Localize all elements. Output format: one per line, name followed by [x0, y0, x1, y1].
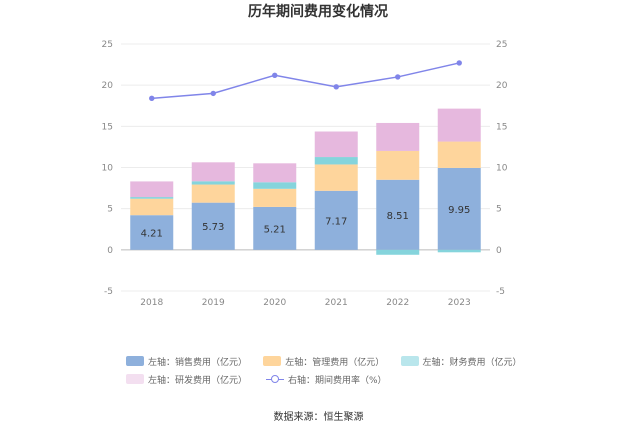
- bar-segment: [376, 249, 420, 255]
- legend-item-expense-ratio[interactable]: 右轴：期间费用率（%）: [266, 373, 406, 386]
- bar-segment: [253, 188, 297, 207]
- y-tick-label-right: 5: [496, 205, 502, 215]
- y-tick-label-right: 15: [496, 122, 507, 132]
- bar-segment: [130, 181, 174, 198]
- bar-segment: [191, 184, 235, 203]
- bar-data-label: 5.73: [202, 222, 224, 233]
- legend: 左轴：销售费用（亿元） 左轴：管理费用（亿元） 左轴：财务费用（亿元） 左轴：研…: [126, 352, 526, 388]
- y-tick-label-left: 5: [107, 205, 113, 215]
- y-tick-label-left: 25: [102, 40, 113, 50]
- bar-segment: [376, 150, 420, 180]
- bar-segment: [376, 122, 420, 151]
- line-point: [456, 60, 462, 66]
- bar-segment: [437, 108, 481, 142]
- chart-title: 历年期间费用变化情况: [248, 3, 388, 20]
- y-axis-right: -5 0 5 10 15 20 25: [496, 40, 508, 297]
- legend-item-admin[interactable]: 左轴：管理费用（亿元）: [263, 355, 400, 368]
- y-tick-label-right: 20: [496, 81, 508, 91]
- bar-segment: [191, 162, 235, 182]
- bar-segment: [253, 206, 297, 250]
- line-point: [272, 72, 278, 78]
- y-tick-label-right: 25: [496, 40, 507, 50]
- bar-segment: [314, 190, 358, 250]
- bar-segment: [437, 167, 481, 250]
- bar-segment: [130, 215, 174, 250]
- expense-ratio-line: [151, 62, 460, 100]
- line-series: [149, 60, 462, 102]
- legend-label-expense-ratio: 右轴：期间费用率（%）: [288, 375, 387, 386]
- bar-segment: [437, 249, 481, 253]
- bar-segment: [314, 164, 358, 191]
- y-tick-label-right: -5: [496, 287, 505, 297]
- y-tick-label-left: 10: [102, 164, 114, 174]
- legend-item-sales[interactable]: 左轴：销售费用（亿元）: [126, 355, 263, 368]
- bar-segment: [376, 179, 420, 250]
- legend-swatch-expense-ratio: [266, 374, 284, 384]
- y-tick-label-left: 0: [107, 246, 113, 256]
- bar-segment: [314, 157, 358, 165]
- bar-data-label: 9.95: [448, 205, 470, 216]
- bar-segment: [191, 202, 235, 250]
- legend-swatch-admin: [263, 356, 282, 366]
- x-tick-label: 2023: [448, 298, 471, 308]
- legend-swatch-sales: [126, 356, 144, 366]
- x-tick-label: 2021: [325, 298, 348, 308]
- bar-data-label: 7.17: [325, 216, 347, 227]
- bar-data-label: 8.51: [387, 211, 409, 222]
- x-tick-label: 2019: [202, 298, 225, 308]
- legend-label-admin: 左轴：管理费用（亿元）: [285, 357, 385, 368]
- bar-segment: [130, 198, 174, 216]
- x-tick-label: 2018: [140, 298, 163, 308]
- bar-segment: [314, 131, 358, 158]
- y-tick-label-right: 0: [496, 246, 502, 256]
- legend-item-finance[interactable]: 左轴：财务费用（亿元）: [400, 355, 526, 368]
- bar-segment: [437, 141, 481, 168]
- bar-segment: [191, 181, 235, 185]
- gridlines: [121, 43, 490, 292]
- line-point: [210, 90, 216, 97]
- y-tick-label-left: 15: [102, 122, 113, 132]
- y-tick-label-left: -5: [104, 287, 113, 297]
- bar-segment: [253, 182, 297, 189]
- bar-data-label: 5.21: [264, 224, 286, 235]
- legend-swatch-finance: [400, 356, 419, 366]
- bar-segment: [130, 197, 174, 199]
- x-tick-label: 2022: [386, 298, 409, 308]
- y-axis-left: -5 0 5 10 15 20 25: [102, 40, 114, 297]
- y-tick-label-right: 10: [496, 164, 508, 174]
- line-point: [333, 84, 339, 90]
- y-tick-label-left: 20: [102, 81, 114, 91]
- data-source: 数据来源：恒生聚源: [273, 412, 364, 423]
- bar-segment: [253, 163, 297, 183]
- line-point: [149, 95, 155, 102]
- x-tick-label: 2020: [263, 298, 286, 308]
- bar-series: 4.21 5.73 5.21 7.17 8.51 9.95: [130, 108, 481, 255]
- legend-swatch-rnd: [126, 374, 144, 384]
- line-point: [395, 74, 401, 80]
- legend-label-rnd: 左轴：研发费用（亿元）: [148, 375, 248, 386]
- legend-label-finance: 左轴：财务费用（亿元）: [422, 357, 522, 368]
- x-axis: 2018 2019 2020 2021 2022 2023: [140, 298, 470, 308]
- legend-label-sales: 左轴：销售费用（亿元）: [148, 357, 248, 368]
- legend-item-rnd[interactable]: 左轴：研发费用（亿元）: [126, 373, 266, 386]
- bar-data-label: 4.21: [141, 229, 163, 240]
